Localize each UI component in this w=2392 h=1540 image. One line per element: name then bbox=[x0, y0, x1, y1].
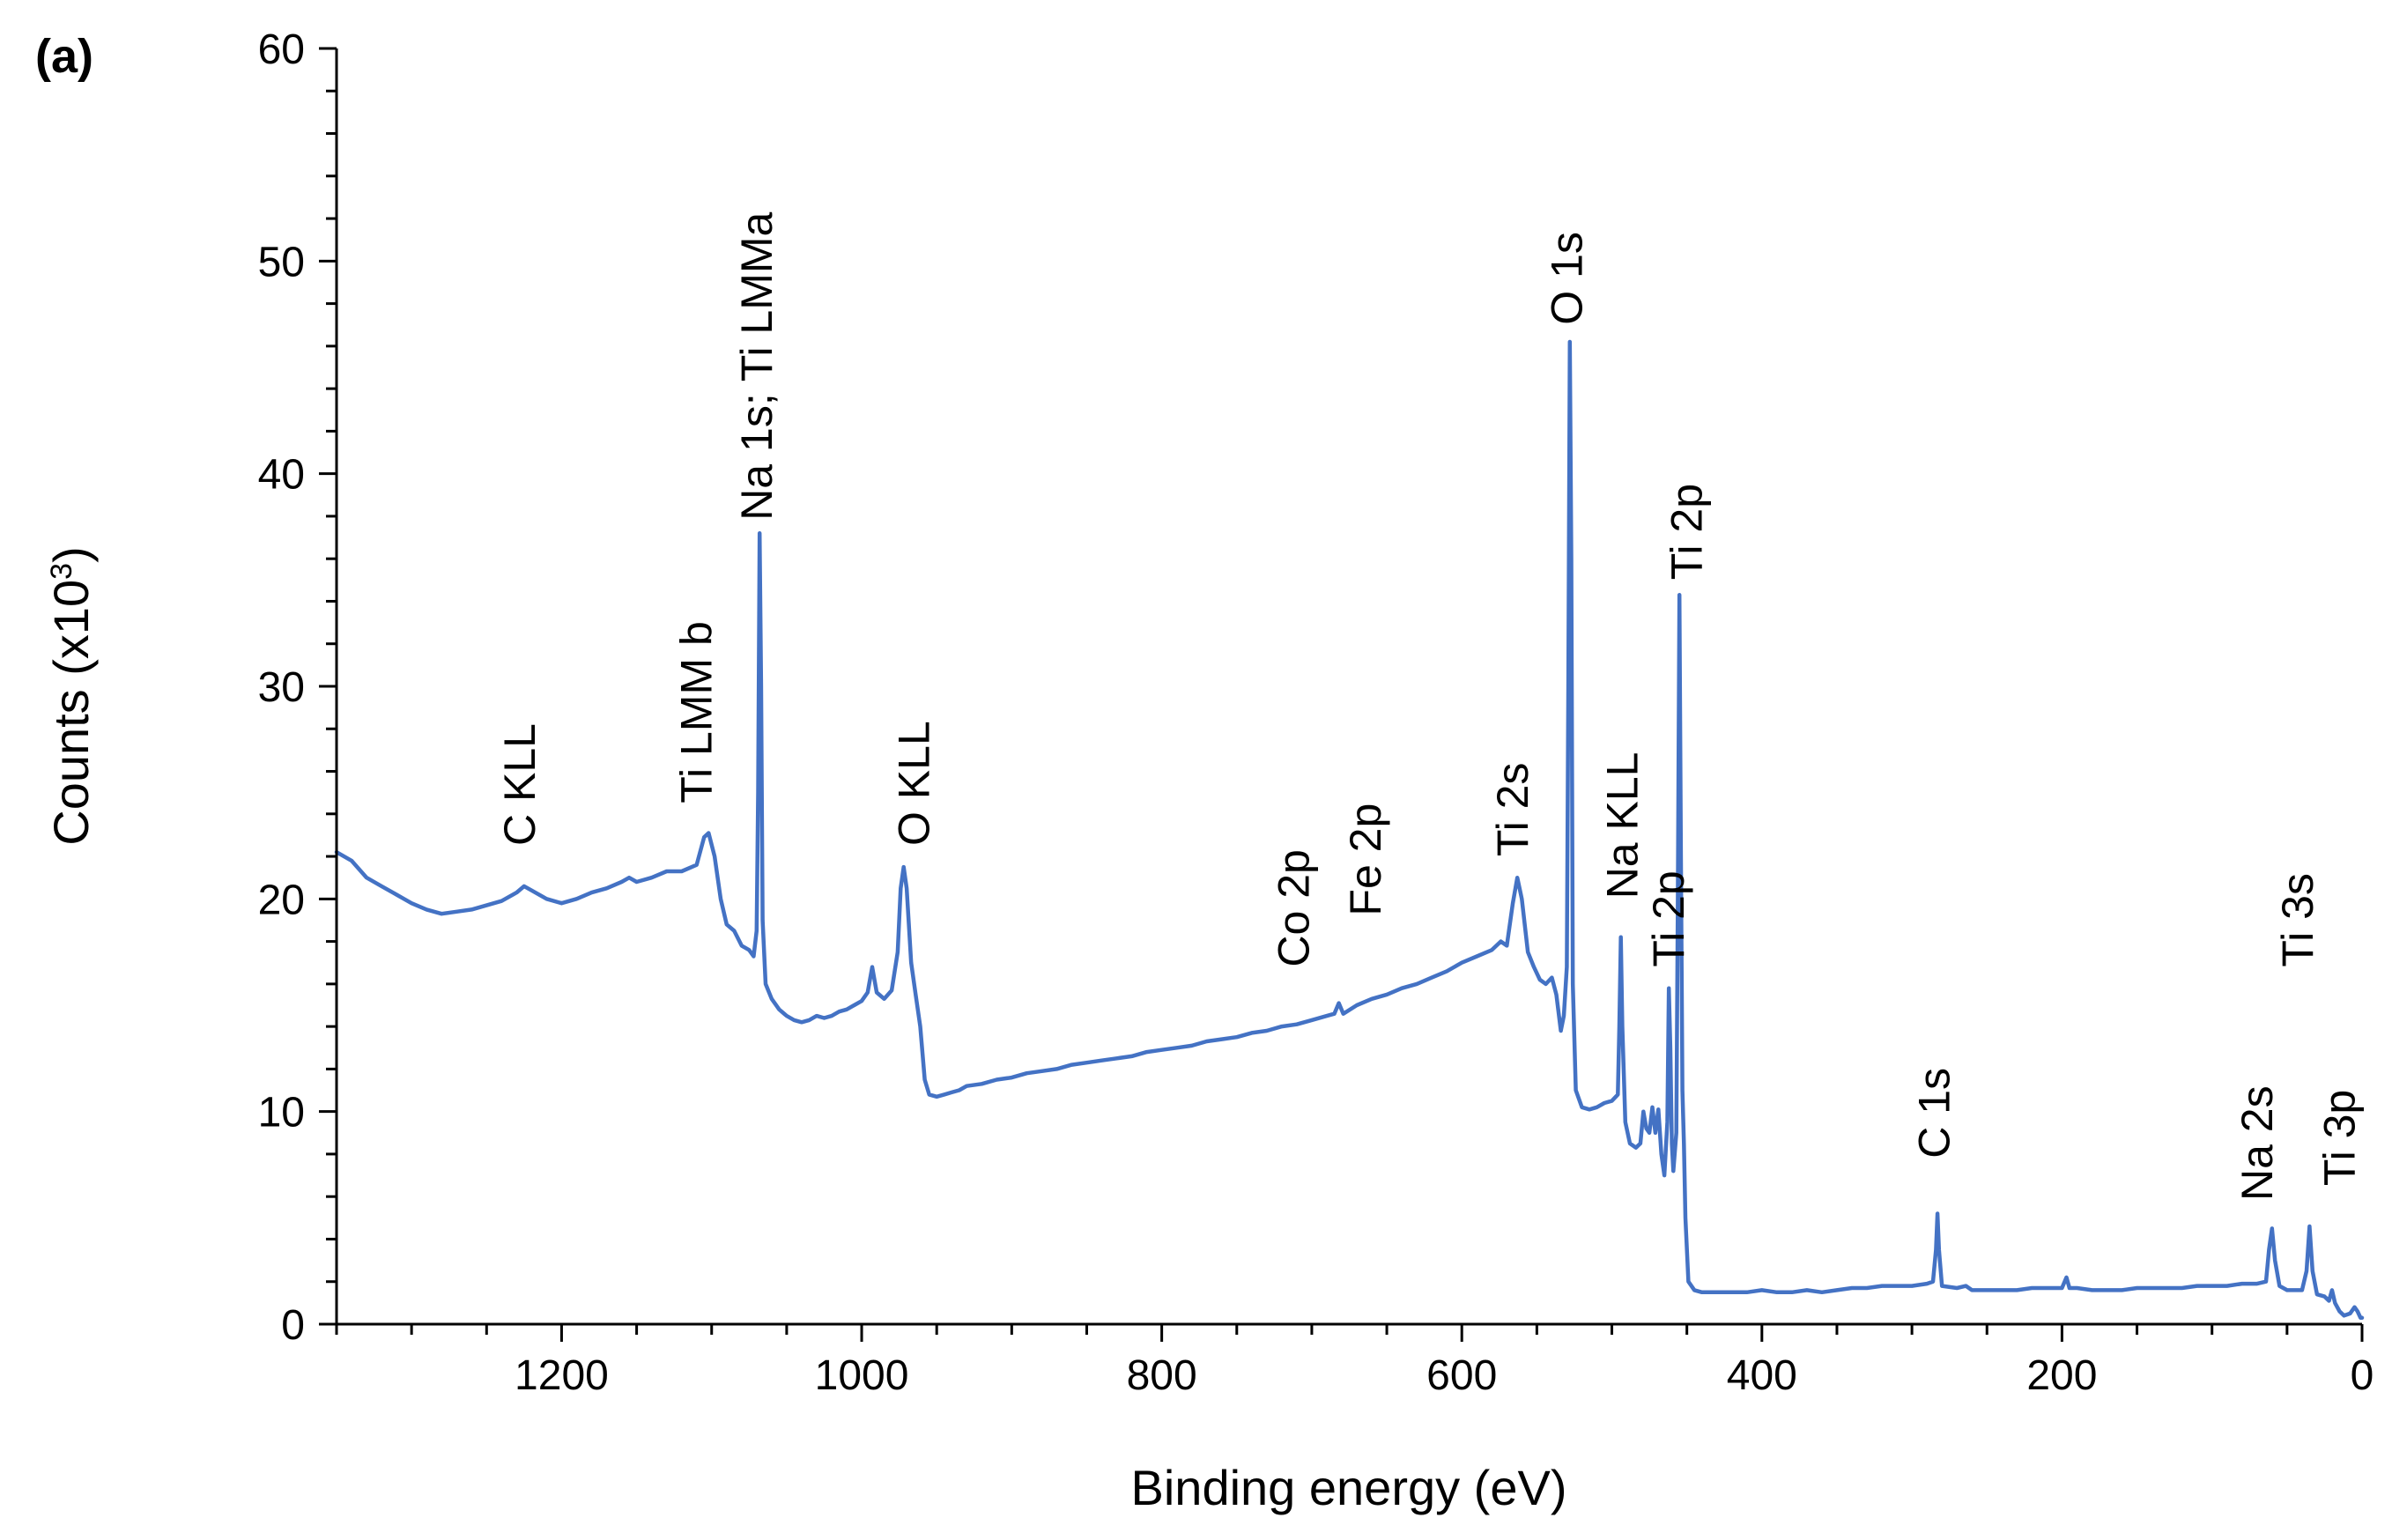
peak-label-10: Ti 2p bbox=[1663, 484, 1712, 580]
y-tick-label: 10 bbox=[258, 1090, 305, 1136]
peak-label-0: C KLL bbox=[495, 723, 544, 846]
y-tick-label: 0 bbox=[281, 1302, 305, 1349]
y-tick-label: 30 bbox=[258, 664, 305, 711]
x-tick-label: 1000 bbox=[815, 1352, 909, 1399]
y-tick-label: 20 bbox=[258, 877, 305, 923]
x-tick-label: 800 bbox=[1127, 1352, 1197, 1399]
peak-label-2: Na 1s; Ti LMMa bbox=[732, 212, 781, 521]
peak-label-7: O 1s bbox=[1542, 232, 1591, 325]
y-tick-label: 60 bbox=[258, 26, 305, 73]
peak-label-9: Ti 2p bbox=[1644, 870, 1693, 966]
peak-label-13: Ti 3s bbox=[2273, 873, 2322, 967]
y-axis-title-suffix: ) bbox=[43, 546, 99, 563]
y-tick-label: 50 bbox=[258, 239, 305, 285]
y-axis-title-exponent: 3 bbox=[45, 563, 78, 580]
x-axis-title: Binding energy (eV) bbox=[1131, 1460, 1567, 1515]
x-tick-label: 1200 bbox=[515, 1352, 609, 1399]
x-tick-label: 200 bbox=[2026, 1352, 2097, 1399]
peak-label-4: Co 2p bbox=[1270, 849, 1319, 966]
peak-label-3: O KLL bbox=[890, 721, 939, 846]
y-axis-title-prefix: Counts (x10 bbox=[43, 580, 99, 846]
x-tick-label: 600 bbox=[1426, 1352, 1497, 1399]
y-tick-label: 40 bbox=[258, 452, 305, 499]
x-tick-label: 0 bbox=[2351, 1352, 2374, 1399]
peak-label-5: Fe 2p bbox=[1341, 803, 1390, 916]
panel-label: (a) bbox=[35, 30, 93, 83]
peak-label-14: Ti 3p bbox=[2315, 1090, 2365, 1186]
y-axis-title: Counts (x103) bbox=[43, 546, 99, 846]
peak-label-6: Ti 2s bbox=[1488, 763, 1537, 857]
peak-label-11: C 1s bbox=[1910, 1068, 1959, 1159]
peak-label-12: Na 2s bbox=[2233, 1085, 2282, 1201]
x-tick-label: 400 bbox=[1727, 1352, 1797, 1399]
series-line-0 bbox=[334, 339, 2365, 1321]
peak-label-8: Na KLL bbox=[1597, 752, 1647, 900]
peak-label-1: Ti LMM b bbox=[672, 621, 722, 803]
